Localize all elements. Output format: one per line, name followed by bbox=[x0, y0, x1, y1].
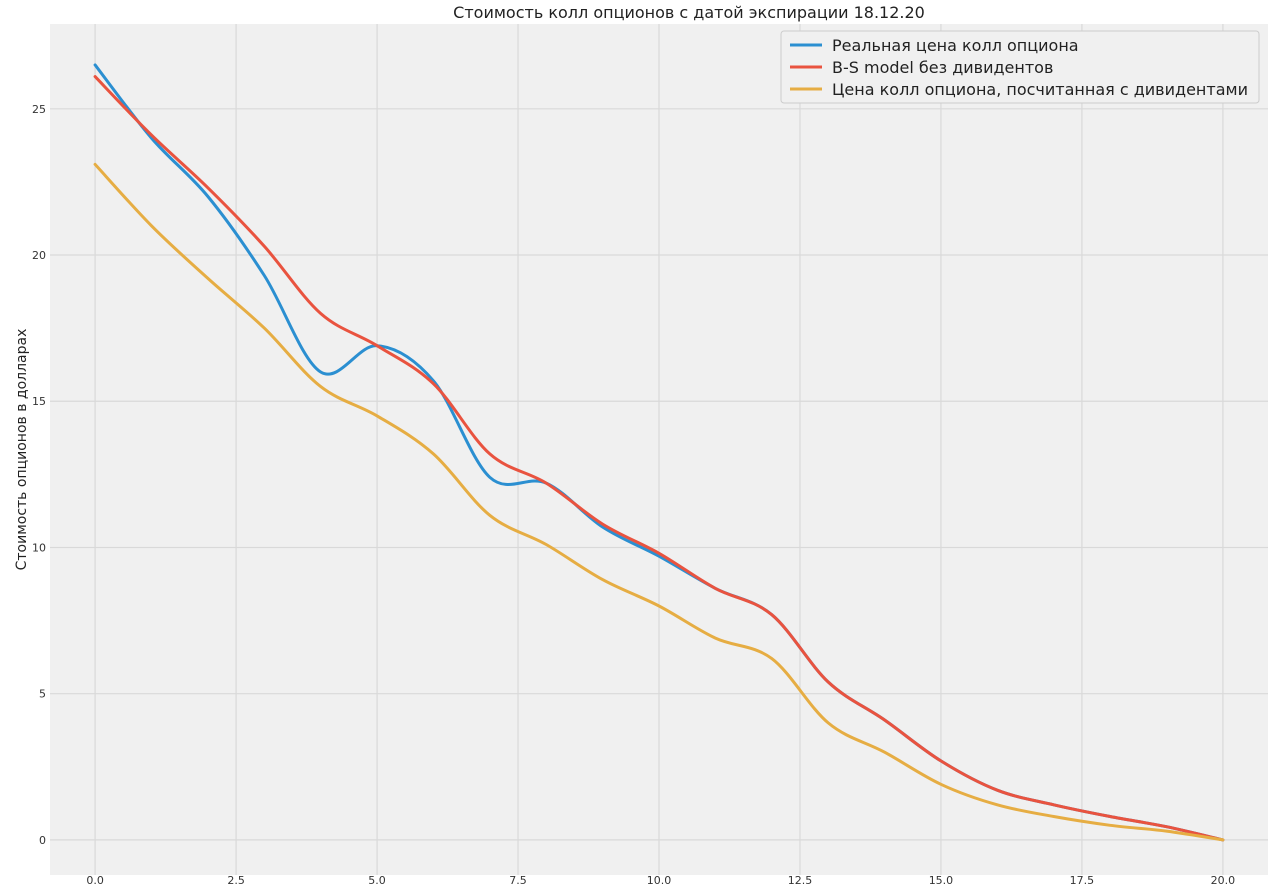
x-tick-label: 5.0 bbox=[368, 874, 386, 887]
x-tick-label: 0.0 bbox=[86, 874, 104, 887]
series-line-2 bbox=[93, 75, 1225, 842]
x-tick-label: 17.5 bbox=[1070, 874, 1095, 887]
legend-entry: B-S model без дивидентов bbox=[832, 58, 1053, 77]
legend-box bbox=[780, 30, 1260, 104]
chart-title: Стоимость колл опционов с датой экспирац… bbox=[453, 3, 925, 22]
x-tick-label: 12.5 bbox=[788, 874, 813, 887]
y-tick-label: 5 bbox=[39, 688, 46, 701]
tick-labels: 0.0 2.5 5.0 7.5 10.0 12.5 15.0 17.5 20.0 0 5 10 15 20… bbox=[32, 103, 1235, 887]
x-tick-label: 15.0 bbox=[929, 874, 954, 887]
x-tick-label: 2.5 bbox=[227, 874, 245, 887]
x-tick-label: 7.5 bbox=[509, 874, 527, 887]
y-tick-label: 0 bbox=[39, 834, 46, 847]
legend: Реальная цена колл опциона B-S model без … bbox=[780, 30, 1260, 104]
y-axis-label: Стоимость опционов в долларах bbox=[14, 329, 30, 571]
y-tick-label: 15 bbox=[32, 395, 46, 408]
y-tick-label: 25 bbox=[32, 103, 46, 116]
x-tick-label: 20.0 bbox=[1211, 874, 1236, 887]
series-line-3 bbox=[93, 162, 1225, 842]
legend-entry: Реальная цена колл опциона bbox=[832, 36, 1079, 55]
y-tick-label: 10 bbox=[32, 541, 46, 554]
series-layer bbox=[93, 63, 1225, 842]
x-tick-label: 10.0 bbox=[647, 874, 672, 887]
legend-entry: Цена колл опциона, посчитанная с дивиден… bbox=[832, 80, 1248, 99]
y-tick-label: 20 bbox=[32, 249, 46, 262]
grid bbox=[50, 24, 1268, 875]
